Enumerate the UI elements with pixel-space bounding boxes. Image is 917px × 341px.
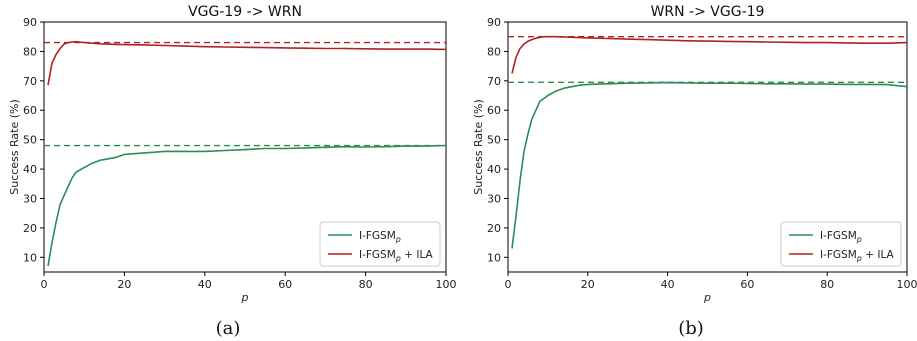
x-tick-label: 100	[436, 278, 457, 291]
y-axis-label: Success Rate (%)	[472, 99, 485, 195]
y-tick-label: 30	[487, 192, 501, 205]
y-tick-label: 10	[23, 251, 37, 264]
x-tick-label: 100	[897, 278, 917, 291]
legend-entry-suffix: + ILA	[862, 249, 895, 261]
x-tick-label: 80	[820, 278, 834, 291]
x-axis-label: p	[241, 291, 249, 304]
series-line-0	[47, 144, 447, 267]
x-tick-label: 40	[661, 278, 675, 291]
panel-a: 0 20 40 60 80 100 10 20 30 40 50 60 70 80 90 VGG-19 -> …	[8, 4, 457, 339]
legend-entry: I-FGSMp	[359, 230, 401, 244]
y-tick-label: 70	[487, 75, 501, 88]
plot-frame	[507, 21, 908, 273]
subfigure-caption: (b)	[678, 318, 704, 339]
legend-entry-subscript: p	[395, 235, 401, 244]
legend-box	[780, 221, 902, 267]
y-tick-label: 70	[23, 75, 37, 88]
legend-entry-suffix: + ILA	[401, 249, 434, 261]
x-tick-label: 60	[740, 278, 754, 291]
legend-entry-base: I-FGSM	[359, 230, 396, 242]
subfigure-caption: (a)	[216, 318, 241, 339]
series-line-0	[511, 81, 908, 249]
legend-entry-subscript: p	[395, 254, 401, 263]
x-tick-label: 20	[117, 278, 131, 291]
legend-entry-base: I-FGSM	[820, 249, 857, 261]
x-tick-label: 60	[278, 278, 292, 291]
x-tick-label: 0	[505, 278, 512, 291]
y-tick-label: 80	[23, 45, 37, 58]
chart-title: VGG-19 -> WRN	[188, 4, 302, 20]
y-tick-label: 90	[487, 16, 501, 29]
legend-entry: I-FGSMp + ILA	[820, 249, 895, 263]
y-tick-label: 10	[487, 251, 501, 264]
y-tick-label: 50	[487, 134, 501, 147]
y-tick-label: 20	[23, 222, 37, 235]
legend-entry-subscript: p	[856, 254, 862, 263]
series-line-1	[47, 40, 447, 86]
chart-title: WRN -> VGG-19	[651, 4, 765, 20]
y-tick-label: 90	[23, 16, 37, 29]
x-axis-label: p	[703, 291, 711, 304]
y-tick-label: 80	[487, 45, 501, 58]
y-tick-label: 50	[23, 134, 37, 147]
legend-box	[319, 221, 441, 267]
y-axis-label: Success Rate (%)	[8, 99, 21, 195]
y-tick-label: 60	[487, 104, 501, 117]
legend-entry-base: I-FGSM	[359, 249, 396, 261]
y-tick-label: 40	[23, 163, 37, 176]
y-tick-label: 60	[23, 104, 37, 117]
legend-entry-subscript: p	[856, 235, 862, 244]
series-line-1	[511, 35, 908, 74]
y-tick-label: 40	[487, 163, 501, 176]
x-tick-label: 0	[41, 278, 48, 291]
x-tick-label: 80	[359, 278, 373, 291]
legend-entry: I-FGSMp + ILA	[359, 249, 434, 263]
legend-entry: I-FGSMp	[820, 230, 862, 244]
legend-entry-base: I-FGSM	[820, 230, 857, 242]
x-tick-label: 20	[581, 278, 595, 291]
y-tick-label: 20	[487, 222, 501, 235]
panel-b: 0 20 40 60 80 100 10 20 30 40 50 60 70 80 90 WRN -> VGG…	[472, 4, 917, 339]
x-tick-label: 40	[198, 278, 212, 291]
y-tick-label: 30	[23, 192, 37, 205]
plot-frame	[43, 21, 447, 273]
